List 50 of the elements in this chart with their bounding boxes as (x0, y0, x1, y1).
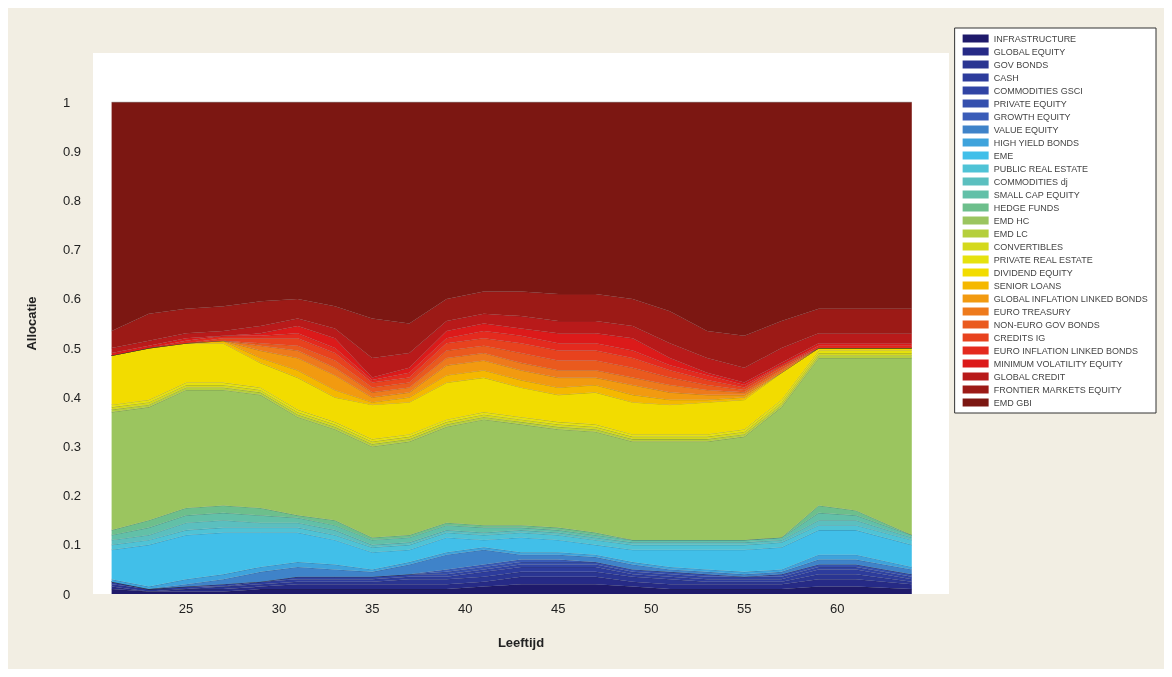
legend-label: SENIOR LOANS (993, 280, 1062, 291)
x-tick-label: 60 (830, 601, 845, 616)
legend-label: GLOBAL INFLATION LINKED BONDS (993, 293, 1148, 304)
y-tick-label: 0.7 (63, 242, 82, 258)
legend-label: PUBLIC REAL ESTATE (993, 163, 1088, 174)
y-tick-label: 0.8 (63, 193, 82, 209)
legend-label: CASH (993, 72, 1019, 83)
legend-label: GLOBAL EQUITY (993, 46, 1066, 57)
legend-label: EME (993, 150, 1014, 161)
y-tick-label: 1 (63, 94, 71, 110)
x-tick-label: 25 (178, 601, 194, 616)
y-tick-label: 0 (63, 586, 71, 602)
x-tick-label: 40 (457, 601, 473, 616)
legend-label: COMMODITIES dj (993, 176, 1068, 187)
y-tick-label: 0.9 (63, 143, 82, 159)
x-tick-label: 50 (644, 601, 659, 616)
legend-label: CREDITS IG (993, 332, 1046, 343)
y-tick-label: 0.3 (63, 438, 82, 454)
legend-label: EURO INFLATION LINKED BONDS (993, 345, 1138, 356)
legend-label: PRIVATE REAL ESTATE (993, 254, 1093, 265)
legend-label: SMALL CAP EQUITY (993, 189, 1080, 200)
legend-label: HEDGE FUNDS (993, 202, 1060, 213)
x-tick-label: 35 (364, 601, 380, 616)
legend-label: NON-EURO GOV BONDS (993, 319, 1100, 330)
legend-label: EMD GBI (993, 397, 1032, 408)
legend-label: VALUE EQUITY (993, 124, 1059, 135)
y-tick-label: 0.1 (63, 537, 82, 553)
legend-label: GLOBAL CREDIT (993, 371, 1066, 382)
legend-label: COMMODITIES GSCI (993, 85, 1083, 96)
x-tick-label: 30 (271, 601, 287, 616)
y-axis-title: Allocatie (24, 296, 39, 351)
legend-label: MINIMUM VOLATILITY EQUITY (993, 358, 1123, 369)
legend-label: FRONTIER MARKETS EQUITY (993, 384, 1122, 395)
legend-label: GOV BONDS (993, 59, 1049, 70)
x-tick-label: 55 (737, 601, 752, 616)
legend-label: PRIVATE EQUITY (993, 98, 1067, 109)
legend-label: GROWTH EQUITY (993, 111, 1071, 122)
legend-label: CONVERTIBLES (993, 241, 1063, 252)
legend-label: EMD HC (993, 215, 1030, 226)
legend-label: INFRASTRUCTURE (993, 33, 1077, 44)
legend-label: EURO TREASURY (993, 306, 1071, 317)
y-tick-label: 0.2 (63, 488, 82, 504)
x-tick-label: 45 (550, 601, 566, 616)
legend-label: HIGH YIELD BONDS (993, 137, 1079, 148)
y-tick-label: 0.6 (63, 291, 82, 307)
y-tick-label: 0.5 (63, 340, 82, 356)
y-tick-label: 0.4 (63, 389, 82, 405)
legend-label: EMD LC (993, 228, 1029, 239)
x-axis-title: Leeftijd (497, 635, 545, 650)
legend-label: DIVIDEND EQUITY (993, 267, 1073, 278)
